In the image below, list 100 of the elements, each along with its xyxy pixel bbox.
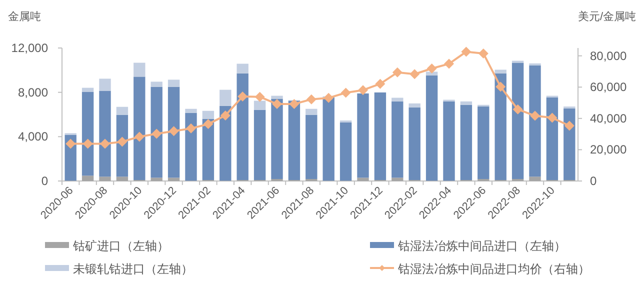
y2-tick-label: 0 — [590, 174, 597, 188]
bar — [82, 176, 94, 181]
point — [254, 92, 265, 102]
point — [358, 85, 368, 96]
bar — [529, 176, 541, 181]
point — [238, 92, 248, 102]
legend-label: 钴湿法冶炼中间品进口均价（右轴） — [397, 262, 590, 276]
bar — [150, 178, 162, 181]
bar — [357, 93, 369, 178]
point — [547, 112, 558, 123]
bar — [494, 70, 506, 74]
bar — [340, 122, 352, 181]
bar — [99, 90, 111, 177]
bar — [185, 108, 197, 113]
point — [203, 119, 214, 130]
bar — [288, 100, 300, 180]
point — [512, 104, 523, 114]
point — [134, 132, 144, 142]
point — [426, 64, 437, 74]
bar — [512, 62, 524, 180]
bar — [220, 90, 232, 106]
y2-tick-label: 20,000 — [590, 142, 628, 157]
y-tick-label: 12,000 — [11, 41, 48, 55]
y2-tick-label: 60,000 — [590, 80, 628, 94]
bar — [322, 97, 334, 181]
legend-label: 钴矿进口（左轴） — [72, 239, 169, 253]
bar — [426, 75, 438, 181]
y-tick-label: 0 — [41, 174, 48, 188]
point — [117, 136, 128, 147]
bar — [408, 108, 420, 180]
legend-label: 未锻轧钴进口（左轴） — [73, 262, 193, 276]
bar — [564, 108, 576, 180]
bar — [220, 106, 232, 181]
bar — [254, 110, 266, 180]
bar — [168, 86, 180, 178]
y-axis-title: 金属吨 — [8, 10, 41, 23]
bar — [357, 178, 369, 181]
point — [444, 58, 454, 69]
point — [564, 120, 574, 131]
bar — [168, 80, 180, 87]
bar — [392, 178, 404, 181]
bar — [185, 112, 197, 181]
bar — [306, 108, 318, 115]
y-tick-label: 4,000 — [18, 130, 48, 144]
bar — [99, 176, 111, 181]
bar — [392, 98, 404, 102]
point — [100, 138, 110, 149]
bar — [116, 176, 128, 181]
bar — [168, 178, 180, 181]
point — [168, 126, 179, 136]
bar — [134, 62, 146, 77]
point — [392, 67, 402, 78]
point — [289, 99, 300, 110]
bar — [82, 88, 94, 92]
point — [66, 138, 76, 149]
bar — [254, 100, 266, 110]
bar — [392, 101, 404, 178]
bar — [306, 114, 318, 180]
bar — [150, 82, 162, 87]
bar — [443, 101, 455, 181]
bar — [202, 110, 214, 119]
bar — [64, 134, 76, 181]
bar — [271, 98, 283, 180]
bar — [460, 104, 472, 180]
bar — [82, 92, 94, 176]
bar — [116, 106, 128, 115]
point — [272, 99, 282, 110]
point — [220, 110, 230, 120]
point — [410, 69, 420, 80]
bar — [408, 103, 420, 108]
point — [461, 46, 472, 57]
bar — [529, 65, 541, 177]
point — [478, 48, 488, 58]
point — [496, 82, 506, 92]
point — [186, 123, 196, 134]
bar — [271, 96, 283, 99]
bar — [478, 106, 490, 180]
bar — [150, 86, 162, 178]
bar — [494, 73, 506, 180]
y-tick-label: 8,000 — [18, 85, 48, 100]
bar — [202, 118, 214, 180]
bar — [134, 76, 146, 180]
point — [324, 92, 334, 103]
bar — [546, 97, 558, 180]
bar — [460, 101, 472, 105]
y2-tick-label: 80,000 — [590, 48, 628, 63]
point — [306, 94, 316, 104]
bar — [236, 73, 248, 180]
bar — [116, 114, 128, 177]
bar — [99, 78, 111, 91]
point — [530, 110, 540, 121]
point — [375, 78, 386, 89]
point — [340, 88, 351, 98]
point — [82, 138, 93, 149]
y2-tick-label: 40,000 — [590, 111, 628, 126]
y2-axis-title: 美元/金属吨 — [578, 10, 636, 23]
legend-label: 钴湿法冶炼中间品进口（左轴） — [397, 239, 566, 253]
point — [152, 128, 162, 139]
bar — [374, 92, 386, 180]
bar — [426, 72, 438, 76]
